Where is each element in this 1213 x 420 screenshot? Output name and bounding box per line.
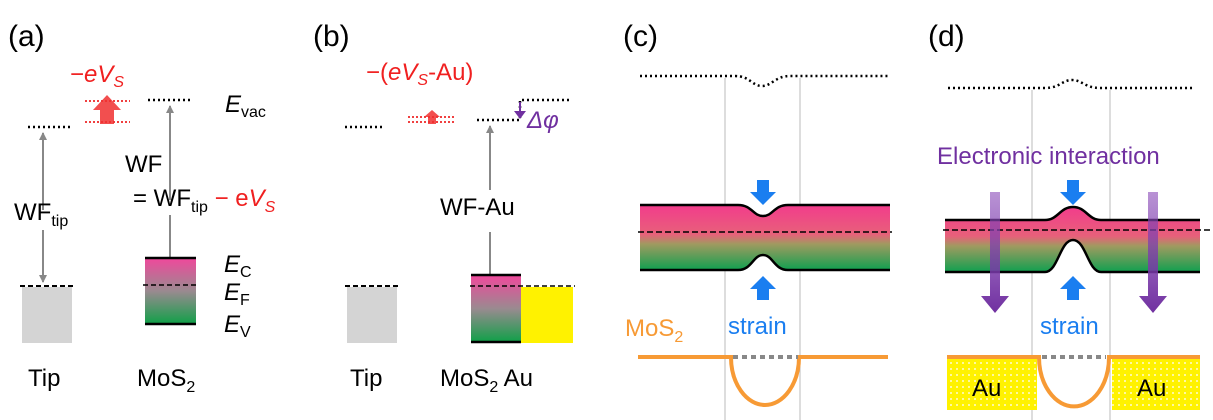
text: E <box>224 311 241 338</box>
strain-arrow <box>750 276 776 300</box>
panel-c: (c) MoS2 strain <box>623 20 892 420</box>
mos2-band <box>145 258 196 324</box>
wf-au-label: WF-Au <box>440 194 515 221</box>
text: F <box>240 292 250 309</box>
tip-block <box>22 287 72 343</box>
evac-label: Evac <box>225 91 266 121</box>
tip-block <box>347 287 397 343</box>
wf-label: WF <box>125 151 162 178</box>
shift-label: −(eVS-Au) <box>366 59 473 89</box>
text: WF <box>14 199 51 226</box>
au-block <box>521 287 573 343</box>
text: E <box>225 91 242 118</box>
dphi-label: Δφ <box>526 107 559 134</box>
text: e <box>388 59 401 86</box>
dphi-arrow-head <box>514 111 526 119</box>
panel-b: (b) −(eVS-Au) Δφ WF-Au Tip MoS2 Au <box>313 20 575 396</box>
text: S <box>113 74 124 91</box>
vacuum-level <box>640 76 890 86</box>
au-label: Au <box>1137 375 1166 402</box>
text: 2 <box>489 379 498 396</box>
figure: (a) −eVS Evac WFtip WF = WFtip − eVS EC … <box>0 0 1213 420</box>
mos2-label: MoS2 <box>137 365 195 396</box>
panel-label: (c) <box>623 20 658 53</box>
interaction-label: Electronic interaction <box>937 143 1160 170</box>
substrate <box>638 357 888 405</box>
mos2-band <box>471 275 521 342</box>
au-label: Au <box>972 375 1001 402</box>
panel-label: (d) <box>928 20 965 53</box>
strain-label: strain <box>728 313 787 340</box>
strain-label: strain <box>1040 313 1099 340</box>
text: V <box>240 324 251 341</box>
text: C <box>240 264 252 281</box>
wf-tip-label: WFtip <box>14 199 68 230</box>
ev-label: EV <box>224 311 251 341</box>
text: S <box>417 72 428 89</box>
text: MoS <box>440 365 489 392</box>
text: MoS <box>137 365 186 392</box>
panel-d: (d) Electronic interaction strain Au Au <box>928 20 1210 420</box>
shift-arrow <box>93 95 121 124</box>
text: − e <box>208 185 249 212</box>
ef-label: EF <box>224 279 250 309</box>
text: S <box>265 199 276 216</box>
text: E <box>224 251 241 278</box>
text: tip <box>51 213 68 230</box>
strain-arrow <box>1060 276 1086 300</box>
text: -Au) <box>428 59 473 86</box>
text: MoS <box>625 315 674 342</box>
panel-label: (a) <box>8 20 45 53</box>
ec-label: EC <box>224 251 252 281</box>
text: = WF <box>133 185 191 212</box>
panel-label: (b) <box>313 20 350 53</box>
strain-arrow <box>750 180 776 205</box>
text: vac <box>241 104 266 121</box>
panel-a: (a) −eVS Evac WFtip WF = WFtip − eVS EC … <box>8 20 276 396</box>
text: −( <box>366 59 388 86</box>
text: e <box>84 61 97 88</box>
shift-label: −eVS <box>70 61 124 91</box>
wf-equation: = WFtip − eVS <box>133 185 276 216</box>
text: 2 <box>674 329 683 346</box>
tip-label: Tip <box>350 365 382 392</box>
vacuum-level <box>948 80 1195 88</box>
text: 2 <box>186 379 195 396</box>
text: − <box>70 61 84 88</box>
mos2-au-label: MoS2 Au <box>440 365 533 396</box>
strain-arrow <box>1060 180 1086 205</box>
text: E <box>224 279 241 306</box>
tip-label: Tip <box>28 365 60 392</box>
text: Au <box>498 365 533 392</box>
mos2-label: MoS2 <box>625 315 683 346</box>
text: tip <box>191 199 208 216</box>
